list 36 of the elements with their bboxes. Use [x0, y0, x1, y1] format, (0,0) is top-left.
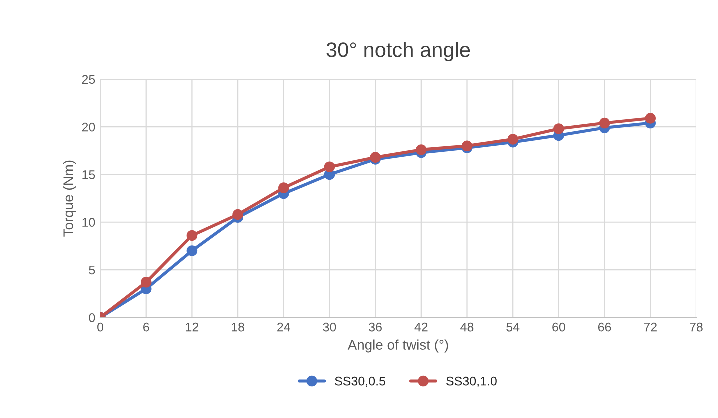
point — [645, 113, 656, 124]
legend-label: SS30,1.0 — [446, 376, 497, 388]
point — [599, 118, 610, 129]
x-axis-title: Angle of twist (°) — [348, 340, 448, 353]
y-tick-label: 10 — [82, 218, 96, 228]
x-tick-label: 0 — [98, 322, 104, 332]
point — [416, 144, 427, 156]
x-tick-label: 78 — [690, 322, 703, 332]
chart-title: 30° notch angle — [326, 42, 470, 62]
point — [324, 162, 336, 172]
y-axis-title: Torque (Nm) — [63, 160, 76, 237]
y-tick-label: 5 — [89, 266, 96, 275]
point — [232, 209, 244, 220]
point — [186, 230, 198, 242]
x-tick-label: 30 — [323, 322, 336, 332]
x-tick-label: 60 — [552, 322, 566, 332]
y-tick-label: 25 — [82, 75, 96, 84]
x-tick-label: 48 — [460, 322, 474, 332]
x-tick-label: 12 — [186, 322, 199, 332]
x-tick-label: 36 — [369, 322, 382, 332]
legend-label: SS30,0.5 — [335, 376, 386, 388]
x-tick-label: 24 — [278, 322, 290, 332]
point — [278, 182, 290, 194]
x-tick-label: 72 — [644, 322, 657, 332]
point — [186, 246, 198, 256]
x-tick-label: 66 — [598, 322, 612, 332]
x-tick-label: 54 — [506, 323, 520, 332]
x-tick-label: 6 — [144, 322, 150, 332]
x-tick-label: 18 — [232, 322, 244, 332]
y-tick-label: 0 — [89, 313, 96, 322]
y-tick-label: 15 — [82, 170, 96, 180]
point — [554, 124, 564, 134]
point — [140, 277, 152, 288]
point — [508, 134, 518, 145]
x-tick-label: 42 — [414, 322, 428, 332]
y-tick-label: 20 — [82, 122, 96, 132]
